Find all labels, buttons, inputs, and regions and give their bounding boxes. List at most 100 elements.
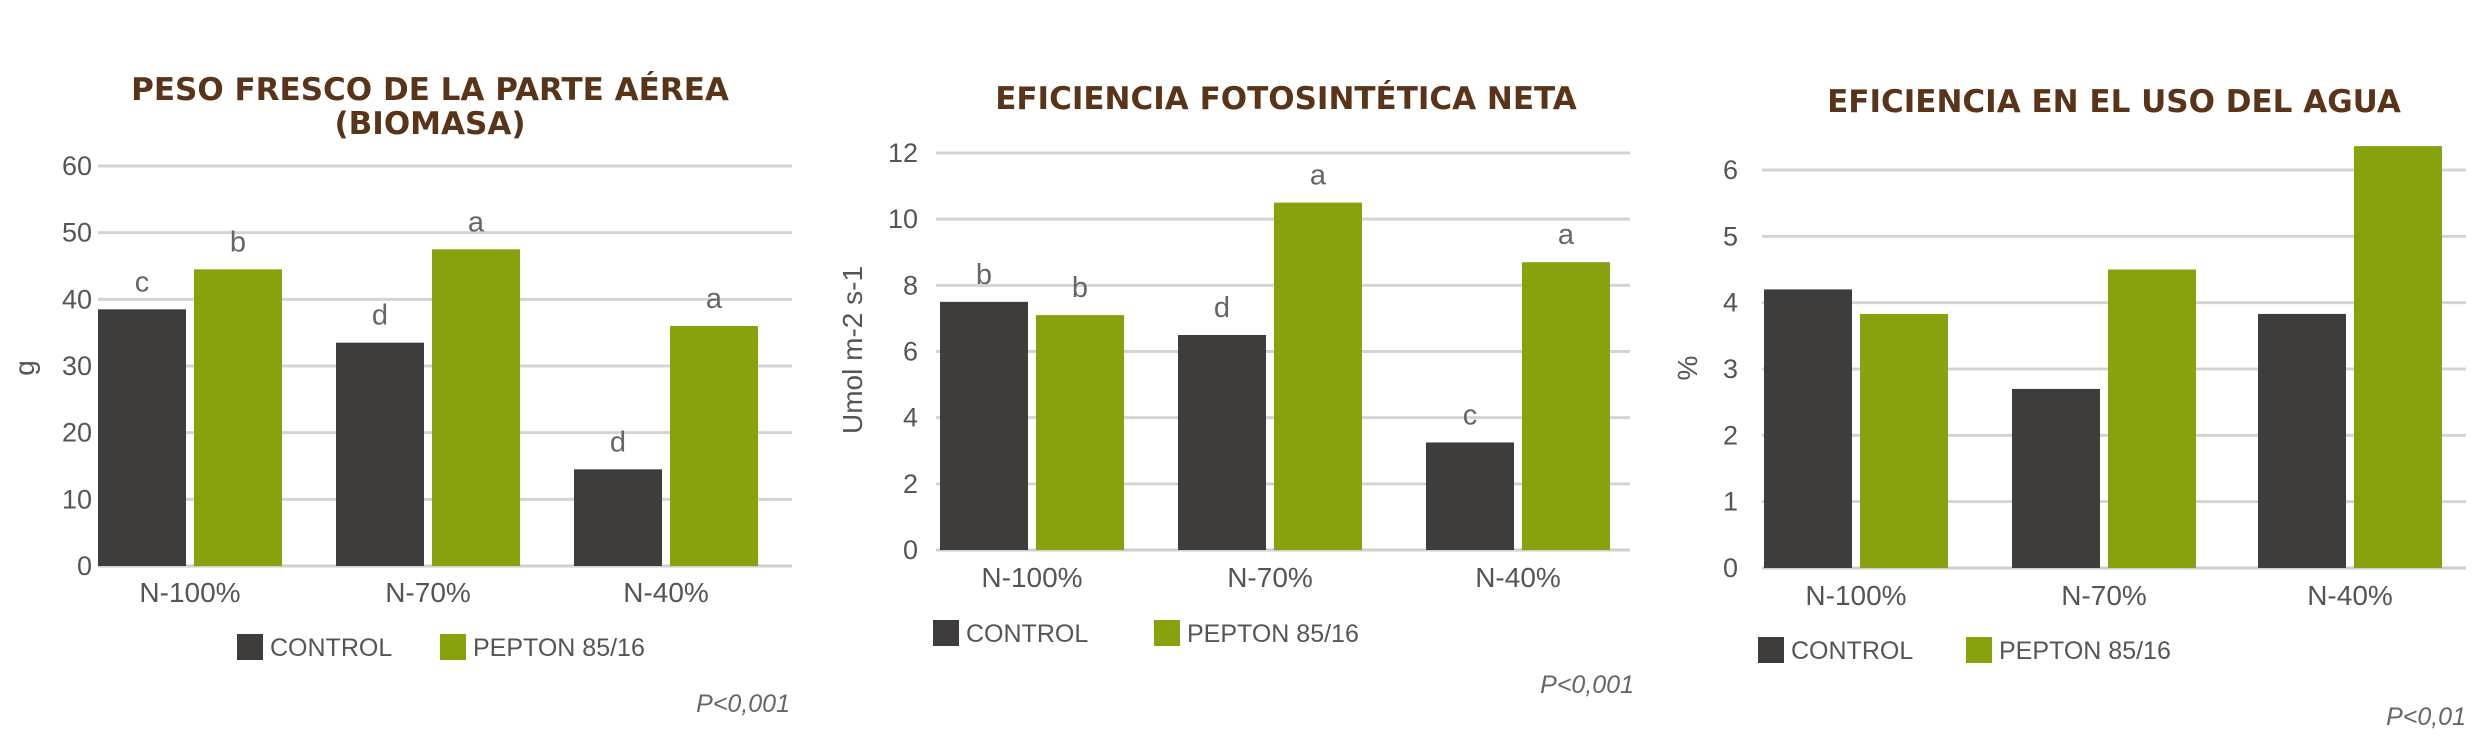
legend-label-control: CONTROL	[270, 634, 392, 662]
legend: CONTROL PEPTON 85/16	[933, 620, 1359, 648]
y-tick-label: 10	[888, 204, 918, 234]
y-tick-label: 30	[62, 351, 92, 381]
legend-swatch-control	[237, 634, 263, 660]
y-tick-label: 0	[1723, 553, 1738, 583]
y-axis-label: %	[1672, 356, 1703, 381]
category-label: N-70%	[2061, 580, 2147, 611]
legend-swatch-pepton	[1966, 637, 1992, 663]
category-label: N-40%	[2307, 580, 2393, 611]
legend-swatch-control	[1758, 637, 1784, 663]
y-tick-label: 10	[62, 484, 92, 514]
y-tick-label: 20	[62, 418, 92, 448]
legend-label-pepton: PEPTON 85/16	[1187, 620, 1359, 648]
legend-label-control: CONTROL	[1791, 637, 1913, 665]
chart-title-line-1: EFICIENCIA FOTOSINTÉTICA NETA	[995, 81, 1577, 117]
category-labels: N-100% N-70% N-40%	[1805, 580, 2392, 611]
category-labels: N-100% N-70% N-40%	[139, 577, 708, 608]
y-tick-label: 6	[903, 337, 918, 367]
bars	[940, 202, 1610, 550]
bar-pepton	[194, 269, 282, 566]
significance-letter: c	[135, 266, 150, 298]
y-tick-label: 12	[888, 138, 918, 168]
y-tick-labels: 0 10 20 30 40 50 60	[62, 151, 92, 581]
y-tick-label: 2	[903, 469, 918, 499]
y-tick-label: 4	[903, 403, 918, 433]
category-label: N-100%	[981, 562, 1082, 593]
y-tick-label: 8	[903, 270, 918, 300]
bar-control	[1426, 442, 1514, 550]
bar-pepton	[2108, 269, 2196, 568]
significance-letter: b	[1072, 272, 1088, 304]
bar-pepton	[1860, 313, 1948, 568]
significance-letter: c	[1463, 399, 1478, 431]
bar-pepton	[1036, 315, 1124, 550]
chart-photosynthetic-efficiency: EFICIENCIA FOTOSINTÉTICA NETA Umol m-2 s…	[837, 81, 1634, 699]
y-tick-label: 0	[903, 535, 918, 565]
category-label: N-40%	[623, 577, 709, 608]
chart-title-line-1: EFICIENCIA EN EL USO DEL AGUA	[1827, 84, 2401, 120]
bar-pepton	[1522, 262, 1610, 550]
bar-control	[1178, 334, 1266, 550]
category-label: N-100%	[139, 577, 240, 608]
bar-control	[336, 342, 424, 566]
y-tick-label: 5	[1723, 221, 1738, 251]
legend: CONTROL PEPTON 85/16	[1758, 637, 2171, 665]
bar-control	[2012, 388, 2100, 568]
bars	[1764, 146, 2442, 568]
p-value: P<0,001	[696, 690, 790, 718]
significance-letter: d	[372, 300, 388, 332]
y-tick-label: 40	[62, 284, 92, 314]
category-label: N-100%	[1805, 580, 1906, 611]
legend: CONTROL PEPTON 85/16	[237, 634, 645, 662]
significance-letters: c b d a d a	[135, 206, 723, 458]
category-label: N-70%	[385, 577, 471, 608]
significance-letter: a	[468, 206, 485, 238]
bar-pepton	[670, 326, 758, 566]
bar-pepton	[2354, 146, 2442, 568]
y-tick-labels: 0 2 4 6 8 10 12	[888, 138, 918, 565]
bar-control	[940, 301, 1028, 550]
bar-control	[2258, 313, 2346, 568]
chart-title-line-2: (BIOMASA)	[334, 106, 525, 142]
significance-letter: d	[1214, 292, 1230, 324]
bar-control	[98, 309, 186, 566]
y-tick-label: 1	[1723, 487, 1738, 517]
y-tick-labels: 0 1 2 3 4 5 6	[1723, 155, 1738, 583]
chart-biomass: PESO FRESCO DE LA PARTE AÉREA (BIOMASA) …	[9, 72, 792, 718]
y-axis-label: Umol m-2 s-1	[837, 266, 868, 434]
significance-letter: a	[706, 283, 723, 315]
y-tick-label: 0	[77, 551, 92, 581]
y-tick-label: 3	[1723, 354, 1738, 384]
category-label: N-40%	[1475, 562, 1561, 593]
legend-label-control: CONTROL	[966, 620, 1088, 648]
y-tick-label: 50	[62, 218, 92, 248]
y-tick-label: 6	[1723, 155, 1738, 185]
y-tick-label: 60	[62, 151, 92, 181]
chart-water-use-efficiency: EFICIENCIA EN EL USO DEL AGUA % 0123456 …	[1672, 84, 2466, 731]
y-axis-label: g	[9, 360, 40, 376]
y-tick-label: 2	[1723, 420, 1738, 450]
significance-letter: d	[610, 426, 626, 458]
bars	[98, 249, 758, 567]
legend-label-pepton: PEPTON 85/16	[1999, 637, 2171, 665]
significance-letter: b	[976, 259, 992, 291]
p-value: P<0,01	[2386, 703, 2466, 731]
bar-pepton	[432, 249, 520, 567]
legend-swatch-pepton	[440, 634, 466, 660]
legend-swatch-pepton	[1154, 620, 1180, 646]
chart-title-line-1: PESO FRESCO DE LA PARTE AÉREA	[131, 72, 729, 108]
significance-letter: a	[1558, 219, 1575, 251]
y-tick-label: 4	[1723, 288, 1738, 318]
significance-letters: b b d a c a	[976, 160, 1575, 432]
category-labels: N-100% N-70% N-40%	[981, 562, 1560, 593]
significance-letter: b	[230, 226, 246, 258]
legend-swatch-control	[933, 620, 959, 646]
category-label: N-70%	[1227, 562, 1313, 593]
bar-pepton	[1274, 202, 1362, 550]
significance-letter: a	[1310, 160, 1327, 192]
legend-label-pepton: PEPTON 85/16	[473, 634, 645, 662]
bar-control	[574, 469, 662, 566]
bar-control	[1764, 289, 1852, 568]
p-value: P<0,001	[1540, 671, 1634, 699]
